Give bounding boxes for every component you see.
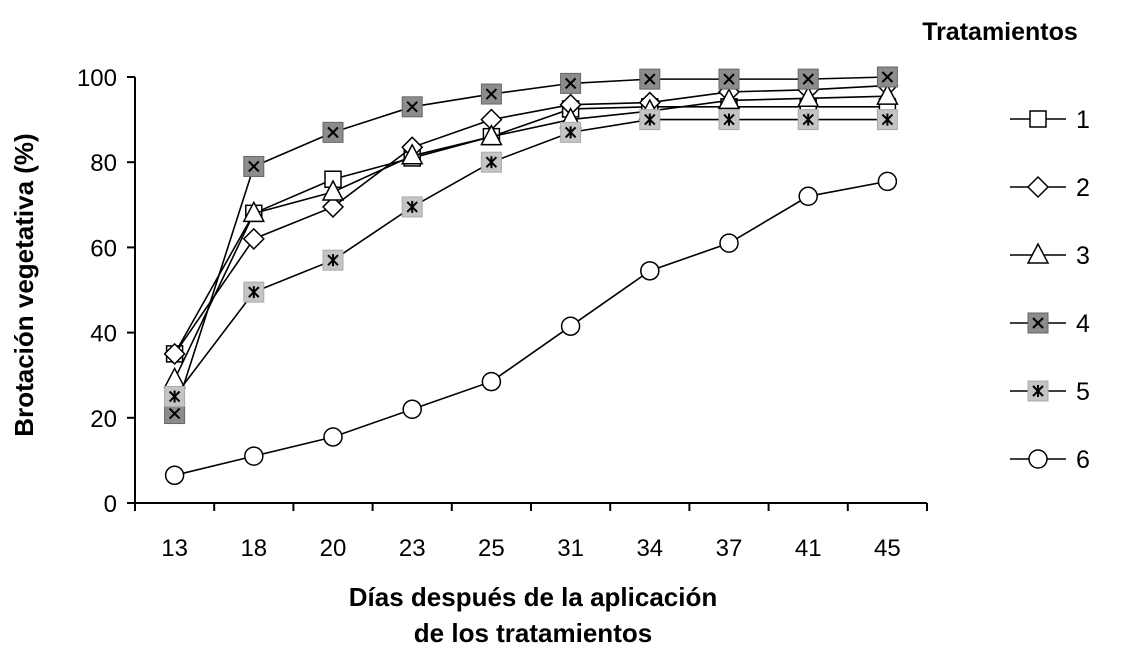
legend: 1 2 3 4 5 6 [1010,106,1090,474]
legend-label: 4 [1076,310,1090,338]
series-6 [164,171,898,486]
data-point [1029,110,1047,128]
series-line [173,95,888,380]
data-point [244,446,264,466]
x-axis-title-line2: de los tratamientos [414,618,652,648]
data-point [640,261,660,281]
x-tick-label: 13 [161,535,188,562]
x-tick-label: 31 [557,535,584,562]
x-axis: 13 18 20 23 25 31 34 37 41 45 [134,502,928,562]
data-point [401,96,423,118]
x-tick-label: 37 [716,535,743,562]
legend-label: 1 [1076,106,1090,134]
data-point [480,124,503,146]
data-point [481,371,502,392]
data-point [639,109,661,131]
legend-title: Tratamientos [922,18,1078,46]
data-point [797,109,819,131]
data-point [164,465,185,486]
data-point [639,68,661,90]
data-point [719,233,739,253]
x-tick-label: 25 [478,535,505,562]
data-point [876,66,898,88]
series-line [173,118,888,397]
data-point [321,179,345,201]
data-point [876,83,899,105]
data-point [796,85,820,108]
data-point [1026,242,1050,264]
data-point [401,196,423,218]
y-tick-label: 100 [77,65,117,92]
y-tick-label: 60 [90,235,117,262]
legend-label: 3 [1076,242,1090,270]
data-point [402,399,422,420]
legend-label: 2 [1076,174,1090,202]
y-axis-title: Brotación vegetativa (%) [9,133,39,436]
data-point [797,68,819,90]
data-point [718,109,740,131]
data-point [1027,312,1049,334]
data-point [877,171,898,192]
series-layer [163,66,899,486]
data-point [321,195,345,218]
data-point [322,121,344,143]
legend-label: 5 [1076,378,1090,406]
data-point [164,386,186,407]
data-point [876,109,898,131]
data-point [242,200,266,223]
legend-item: 3 [1010,242,1090,270]
data-point [400,143,424,165]
data-point [718,68,740,90]
x-axis-title-line1: Días después de la aplicación [349,582,717,612]
series-2 [163,74,899,365]
series-line [174,180,888,477]
series-5 [164,109,898,407]
series-line [173,106,888,355]
y-tick-label: 20 [90,406,117,433]
y-tick-label: 80 [90,150,117,177]
x-tick-label: 23 [399,535,426,562]
series-3 [163,83,899,389]
y-tick-label: 0 [104,491,117,518]
data-point [480,83,502,105]
legend-item: 4 [1010,310,1090,338]
legend-item: 1 [1010,106,1090,134]
legend-label: 6 [1076,446,1090,474]
data-point [1027,380,1049,402]
x-tick-label: 34 [636,535,663,562]
data-point [163,342,186,365]
x-tick-label: 41 [795,535,822,562]
data-point [1026,175,1050,199]
series-line [173,84,888,355]
legend-item: 5 [1010,378,1090,406]
data-point [560,316,581,336]
data-point [323,427,343,447]
y-tick-label: 40 [90,321,117,348]
data-point [717,87,741,110]
data-point [243,155,265,177]
series-4 [164,66,898,425]
data-point [163,366,186,389]
data-point [243,281,265,303]
legend-item: 2 [1010,174,1090,202]
series-line [173,76,888,414]
data-point [480,151,502,173]
data-point [560,121,582,143]
legend-item: 6 [1010,446,1090,474]
x-tick-label: 45 [874,535,901,562]
data-point [322,249,344,271]
y-axis: 0 20 40 60 80 100 [77,65,136,518]
data-point [560,72,582,94]
x-tick-label: 20 [320,535,347,562]
data-point [1028,449,1048,469]
x-tick-label: 18 [240,535,267,562]
data-point [242,227,265,250]
data-point [798,186,818,207]
